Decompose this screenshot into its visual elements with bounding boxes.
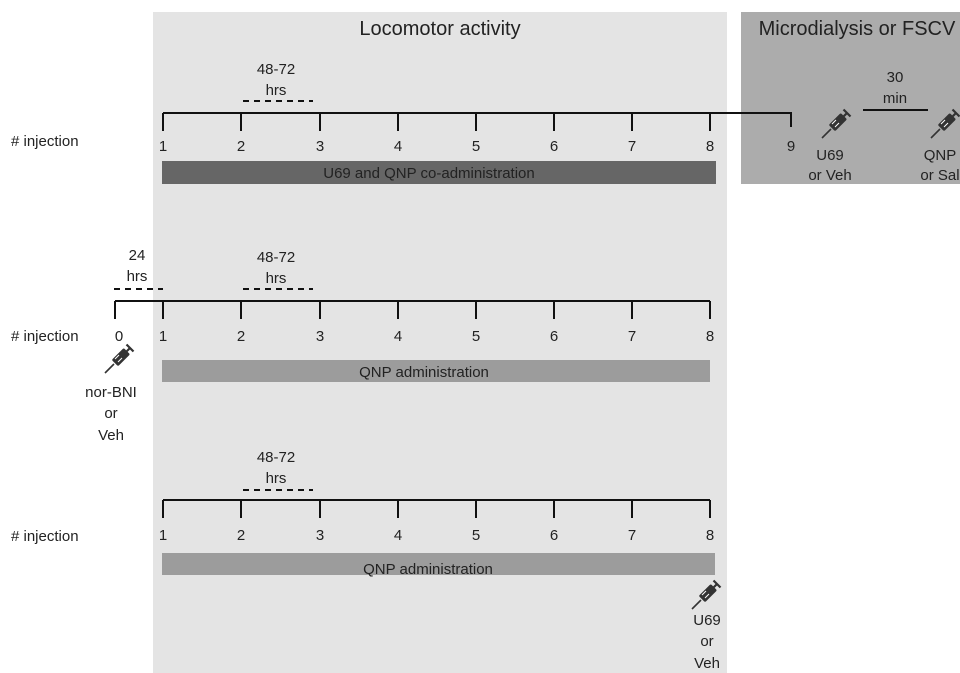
panel3-tick-label: 7 [628, 527, 636, 544]
panel2-tick-label: 0 [115, 328, 123, 345]
panel2-tick-label: 2 [237, 328, 245, 345]
panel3-interval-unit: hrs [266, 470, 287, 487]
panel-1: # injection 1 2 3 4 5 6 7 8 9 48-72 hrs … [11, 61, 960, 184]
panel1-tick-label: 4 [394, 138, 402, 155]
panel2-ticks [114, 301, 711, 319]
panel3-drug-line1: U69 [693, 612, 721, 629]
panel2-pre-interval-unit: hrs [127, 268, 148, 285]
panel3-drug-line2: or [700, 633, 713, 650]
panel1-micro-interval-unit: min [883, 90, 907, 107]
panel2-drug-line3: Veh [98, 427, 124, 444]
panel2-tick-label: 7 [628, 328, 636, 345]
panel2-tick-label: 1 [159, 328, 167, 345]
microdialysis-panel [741, 12, 960, 184]
panel2-interval-value: 48-72 [257, 249, 295, 266]
panel1-axis [163, 112, 792, 127]
panel2-interval-unit: hrs [266, 270, 287, 287]
panel3-bar [162, 553, 715, 575]
panel2-bar-label: QNP administration [359, 364, 489, 381]
panel3-axis-label: # injection [11, 528, 79, 545]
panel1-tick-label: 8 [706, 138, 714, 155]
panel1-tick-label: 1 [159, 138, 167, 155]
panel2-tick-label: 6 [550, 328, 558, 345]
panel2-bar [162, 360, 710, 382]
panel1-tick-label: 7 [628, 138, 636, 155]
panel3-tick-label: 4 [394, 527, 402, 544]
panel3-tick-label: 6 [550, 527, 558, 544]
panel2-tick-label: 8 [706, 328, 714, 345]
panel3-tick-label: 8 [706, 527, 714, 544]
panel2-tick-label: 5 [472, 328, 480, 345]
panel3-ticks [162, 500, 711, 518]
panel2-drug-line1: nor-BNI [85, 384, 137, 401]
panel-3: # injection 1 2 3 4 5 6 7 8 48-72 hrs QN… [11, 449, 722, 672]
microdialysis-title: Microdialysis or FSCV [759, 18, 956, 40]
panel1-drug1-line1: U69 [816, 147, 844, 164]
panel1-drug2-line1: QNP [924, 147, 957, 164]
panel3-tick-label: 5 [472, 527, 480, 544]
panel2-tick-label: 3 [316, 328, 324, 345]
locomotor-title: Locomotor activity [359, 18, 520, 40]
panel1-ticks [162, 113, 711, 131]
panel1-interval-value: 48-72 [257, 61, 295, 78]
panel2-drug-line2: or [104, 405, 117, 422]
panel3-tick-label: 1 [159, 527, 167, 544]
panel1-bar-label: U69 and QNP co-administration [323, 165, 535, 182]
panel1-bar [162, 161, 716, 184]
panel1-tick-label: 5 [472, 138, 480, 155]
panel-2: # injection 0 1 2 3 4 5 6 7 8 24 hrs 48-… [11, 247, 714, 444]
panel2-pre-interval-value: 24 [129, 247, 146, 264]
panel3-bar-label: QNP administration [363, 561, 493, 578]
panel1-tick-label-9: 9 [787, 138, 795, 155]
panel1-tick-label: 3 [316, 138, 324, 155]
syringe-icon [103, 343, 135, 375]
panel3-drug-line3: Veh [694, 655, 720, 672]
panel1-micro-interval-value: 30 [887, 69, 904, 86]
panel1-drug1-line2: or Veh [808, 167, 851, 184]
panel1-axis-label: # injection [11, 133, 79, 150]
panel1-tick-label: 6 [550, 138, 558, 155]
panel2-tick-label: 4 [394, 328, 402, 345]
panel2-axis-label: # injection [11, 328, 79, 345]
panel1-tick-label: 2 [237, 138, 245, 155]
panel1-drug2-line2: or Sal [920, 167, 959, 184]
panel3-tick-label: 2 [237, 527, 245, 544]
panel3-interval-value: 48-72 [257, 449, 295, 466]
panel3-tick-label: 3 [316, 527, 324, 544]
panel1-interval-unit: hrs [266, 82, 287, 99]
